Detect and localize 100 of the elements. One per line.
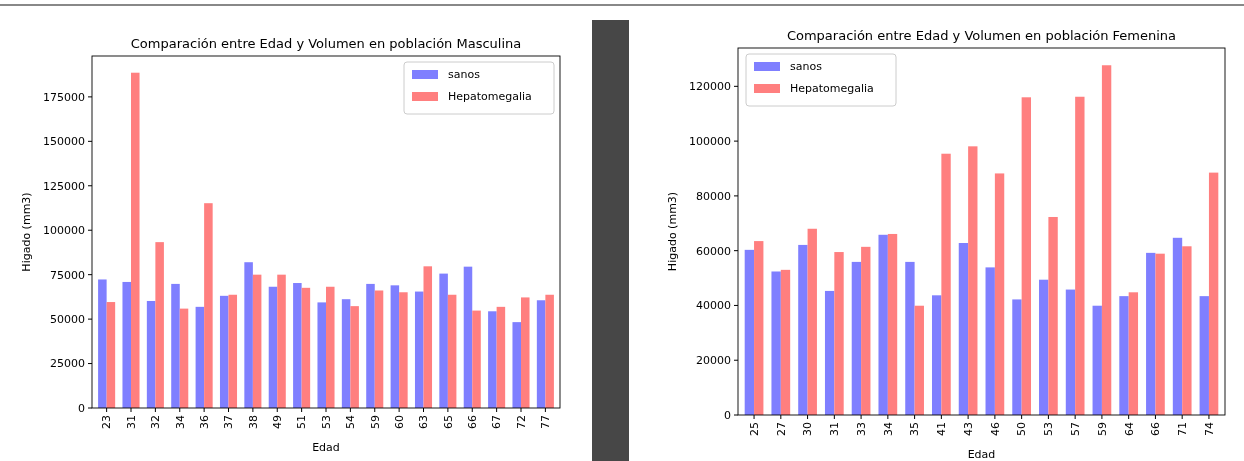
bar	[439, 273, 448, 408]
bar	[851, 261, 862, 415]
bar	[1119, 296, 1129, 415]
bar	[754, 241, 764, 415]
bar	[1039, 279, 1049, 415]
x-tick-label: 77	[539, 415, 553, 429]
bar	[496, 306, 506, 408]
x-tick-label: 31	[828, 422, 842, 436]
x-tick-label: 66	[466, 415, 480, 429]
bar	[179, 308, 189, 408]
bar	[807, 228, 817, 415]
legend-label: sanos	[448, 68, 481, 82]
x-tick-label: 59	[1095, 422, 1109, 436]
bar	[1012, 299, 1022, 415]
chart-title: Comparación entre Edad y Volumen en población Femenina	[786, 28, 1177, 43]
bar	[958, 243, 969, 415]
bar	[472, 310, 481, 408]
bar	[488, 311, 497, 408]
x-tick-label: 43	[961, 422, 975, 436]
bar	[798, 244, 808, 415]
bar	[366, 283, 375, 408]
y-tick-label: 0	[724, 408, 731, 422]
x-tick-label: 67	[490, 415, 504, 429]
bar	[252, 274, 262, 408]
legend-label: sanos	[790, 60, 823, 74]
y-tick-label: 80000	[696, 189, 731, 203]
bar	[228, 294, 238, 408]
x-tick-label: 72	[514, 415, 528, 429]
bar	[326, 286, 335, 408]
bar	[1048, 216, 1058, 415]
x-tick-label: 74	[1202, 422, 1216, 436]
bar	[106, 302, 116, 408]
bar	[171, 283, 180, 408]
bar	[1208, 172, 1219, 415]
y-tick-label: 0	[78, 401, 85, 415]
x-tick-label: 32	[149, 415, 163, 429]
bar	[1199, 296, 1209, 415]
bar	[861, 246, 871, 415]
bar	[932, 295, 942, 415]
x-tick-label: 37	[222, 415, 236, 429]
x-tick-label: 53	[319, 415, 333, 429]
x-tick-label: 66	[1149, 422, 1163, 436]
bar	[985, 267, 995, 415]
bar	[244, 262, 253, 408]
bar	[824, 290, 835, 415]
bar	[521, 297, 530, 408]
bar	[277, 274, 286, 408]
bar	[914, 305, 924, 415]
bar	[887, 233, 898, 415]
x-tick-label: 30	[801, 422, 815, 436]
x-tick-label: 34	[881, 422, 895, 436]
bar	[414, 291, 424, 408]
bar	[122, 281, 131, 408]
bar	[195, 306, 205, 408]
x-tick-label: 53	[1042, 422, 1056, 436]
bar	[1172, 237, 1183, 415]
bar	[1146, 252, 1156, 415]
bar	[155, 242, 164, 408]
chart-title: Comparación entre Edad y Volumen en población Masculina	[130, 36, 522, 51]
y-tick-label: 125000	[43, 179, 85, 193]
bar	[1065, 289, 1076, 415]
x-tick-label: 38	[246, 415, 260, 429]
x-tick-label: 49	[271, 415, 285, 429]
y-tick-label: 60000	[696, 244, 731, 258]
bar	[512, 322, 521, 408]
y-tick-label: 20000	[696, 354, 731, 368]
bar	[146, 300, 156, 408]
bar	[771, 271, 781, 415]
x-axis-title: Edad	[312, 441, 340, 454]
bar	[1128, 292, 1139, 415]
x-tick-label: 23	[100, 415, 114, 429]
bar	[1092, 305, 1102, 415]
x-tick-label: 51	[295, 415, 309, 429]
bar	[744, 249, 755, 415]
bar	[447, 294, 457, 408]
legend-label: Hepatomegalia	[790, 82, 874, 96]
x-tick-label: 57	[1069, 422, 1082, 436]
x-tick-label: 46	[988, 422, 1002, 436]
x-tick-label: 63	[417, 415, 431, 429]
bar	[301, 287, 311, 408]
bar	[463, 266, 473, 408]
y-axis-title: Higado (mm3)	[666, 191, 679, 272]
x-tick-label: 33	[854, 422, 868, 436]
bar	[1101, 65, 1112, 415]
bar	[374, 290, 384, 408]
y-tick-label: 175000	[43, 90, 85, 104]
bar	[941, 153, 951, 415]
x-tick-label: 54	[344, 415, 358, 429]
x-tick-label: 64	[1122, 422, 1136, 436]
x-tick-label: 35	[908, 422, 922, 436]
legend-label: Hepatomegalia	[448, 90, 532, 104]
bar	[1182, 246, 1192, 415]
x-tick-label: 27	[774, 422, 788, 436]
y-tick-label: 40000	[696, 299, 731, 313]
bar	[293, 283, 302, 408]
bar	[317, 302, 326, 408]
x-tick-label: 25	[747, 422, 761, 436]
bar	[536, 300, 546, 408]
bar	[1021, 97, 1032, 415]
bar	[834, 252, 844, 415]
